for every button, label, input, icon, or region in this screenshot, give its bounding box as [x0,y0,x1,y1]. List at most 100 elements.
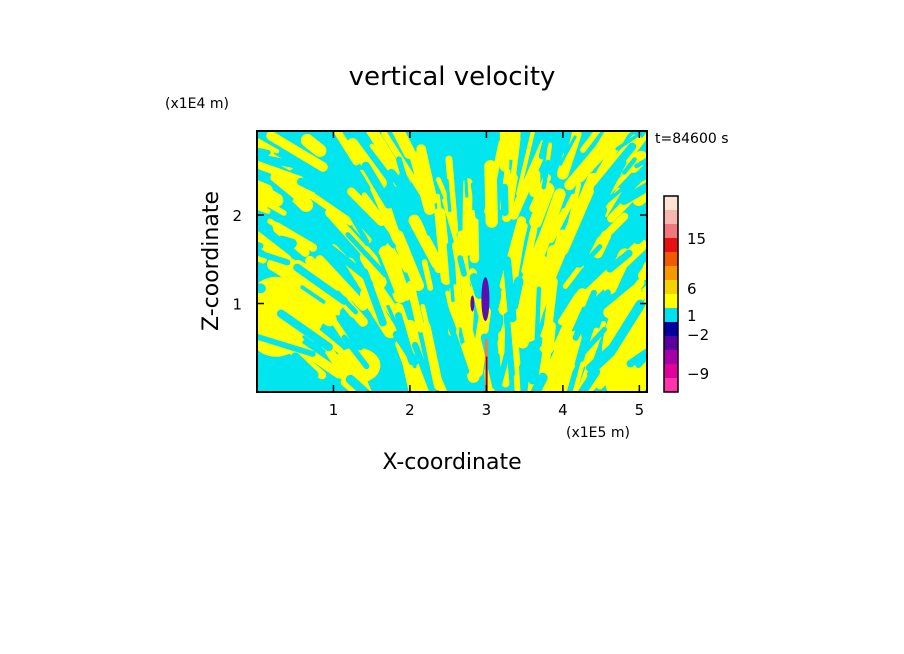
field-streak-negative [504,311,510,362]
field-streak-negative [407,184,432,236]
plot-frame [256,130,648,393]
field-streak [406,280,425,333]
colorbar-label: −9 [687,365,709,383]
colorbar-swatch [664,224,678,238]
colorbar-swatch [664,322,678,336]
field-streak [584,131,647,173]
field-streak [384,131,416,159]
field-region [332,347,381,384]
field-streak [435,177,451,204]
field-streak-negative [462,146,469,198]
field-streak-negative [411,341,436,392]
x-tick-label: 4 [558,401,568,419]
field-streak-negative [632,207,647,245]
chart-title: vertical velocity [349,62,556,92]
field-streak-negative [606,249,633,273]
colorbar-swatch [664,238,678,252]
field-streak-negative [500,183,509,217]
field-streak-negative [392,330,419,366]
colorbar-swatch [664,196,678,210]
field-streak [421,259,434,291]
field-streak [548,193,577,244]
colorbar-swatch [664,280,678,294]
velocity-field [209,131,647,392]
field-streak [632,183,647,207]
y-tick-label: 2 [232,207,242,225]
colorbar-label: 1 [687,307,697,325]
colorbar-label: −2 [687,326,709,344]
field-streak [266,131,328,172]
field-streak [347,187,386,227]
field-streak [435,193,447,253]
field-streak [521,226,538,275]
field-streak [218,162,251,172]
field-streak-negative [490,246,495,295]
colorbar-swatch [664,252,678,266]
field-streak-negative [296,177,332,199]
field-streak-negative [581,244,603,266]
field-streak-negative [529,372,548,392]
field-streak [378,245,408,304]
field-streak-negative [534,286,542,346]
field-streak [420,303,434,347]
x-tick-label: 2 [405,401,415,419]
field-streak [571,361,585,392]
colorbar-swatch [664,336,678,350]
field-streak-negative [316,176,360,215]
field-streak-negative [634,146,647,169]
updraft-core-center [485,356,488,392]
colorbar-swatch [664,308,678,322]
field-streak-negative [395,156,417,213]
colorbar-swatch [664,266,678,280]
field-streak-negative [541,159,551,190]
field-streak [556,131,582,180]
colorbar-swatch [664,378,678,392]
field-streak-negative [302,335,326,353]
field-streak [359,250,387,289]
field-streak [257,217,292,267]
field-streak [568,182,582,224]
field-streak [471,306,491,378]
field-streak-negative [353,167,371,192]
field-streak-negative [590,157,627,219]
field-streak [454,254,463,328]
field-streak-negative [376,254,395,294]
field-streak [398,337,429,392]
x-axis-label: X-coordinate [382,450,521,475]
y-tick-label: 1 [232,296,242,314]
field-streak [547,330,582,392]
field-streak [515,222,528,251]
field-streak [340,378,367,392]
field-streak [589,212,629,252]
field-streak-negative [335,290,359,315]
field-streak-negative [457,255,467,277]
x-unit-label: (x1E5 m) [566,425,630,441]
field-streak [430,365,456,392]
field-streak [257,381,258,392]
field-streak-negative [446,243,455,303]
field-streak-negative [502,256,517,323]
field-streak [408,214,446,274]
field-streak [217,146,245,159]
field-streak [484,139,505,215]
field-streak-negative [572,289,597,341]
colorbar-swatch [664,364,678,378]
field-streak [645,149,647,193]
field-streak-negative [619,166,647,205]
field-streak-negative [322,241,370,280]
field-streak [209,342,252,358]
colorbar-frame [663,195,679,393]
field-streak-negative [343,203,370,244]
field-streak-negative [300,285,326,304]
field-streak-negative [257,153,301,169]
field-streak-negative [291,352,319,379]
colorbar-label: 15 [687,230,706,248]
field-streak [529,169,541,198]
field-streak [315,255,368,311]
field-streak [288,178,355,226]
field-streak [327,131,361,166]
field-streak-negative [578,326,607,358]
y-axis-label: Z-coordinate [199,191,224,331]
colorbar-swatch [664,350,678,364]
field-streak-negative [578,205,608,257]
